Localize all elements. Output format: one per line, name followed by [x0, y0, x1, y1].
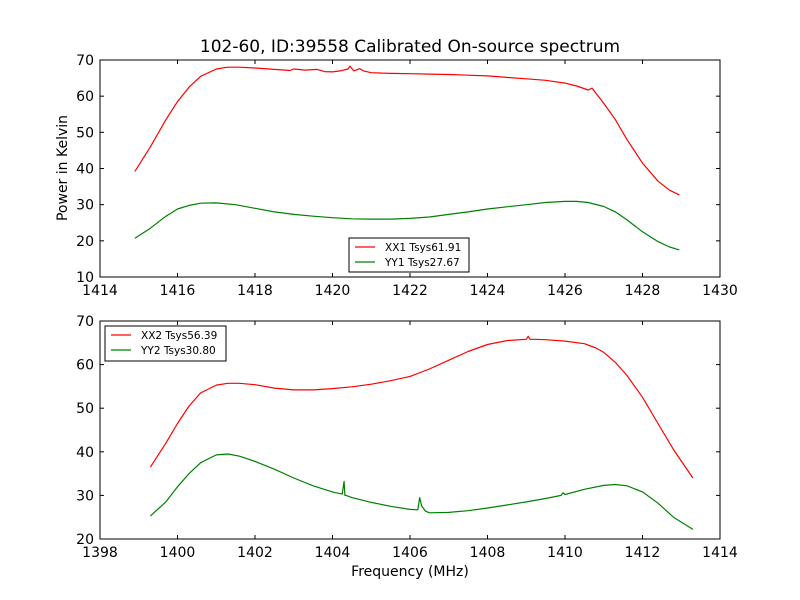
y-tick-label: 60 — [76, 358, 94, 374]
bottom-series-layer — [149, 335, 694, 530]
top-subplot: 102-60, ID:39558 Calibrated On-source sp… — [55, 37, 738, 299]
x-tick-label: 1428 — [625, 283, 661, 299]
x-axis-label: Frequency (MHz) — [351, 564, 469, 580]
series-line-0-0 — [134, 65, 680, 196]
x-tick-label: 1414 — [82, 283, 118, 299]
bottom-ticks-layer: 1398 1400 1402 1404 1406 1408 1410 1412 1414 20 30… — [76, 314, 738, 561]
bottom-subplot: Frequency (MHz) 1398 1400 1402 1404 1406 1408… — [76, 314, 738, 580]
x-tick-label: 1422 — [392, 283, 428, 299]
legend-label: XX2 Tsys56.39 — [141, 330, 217, 342]
legend-label: XX1 Tsys61.91 — [385, 242, 461, 254]
chart-title: 102-60, ID:39558 Calibrated On-source sp… — [200, 37, 620, 57]
legend-label: YY2 Tsys30.80 — [140, 345, 216, 357]
y-tick-label: 10 — [76, 270, 94, 286]
top-plot-frame — [99, 59, 721, 278]
bottom-legend: XX2 Tsys56.39 YY2 Tsys30.80 — [104, 325, 227, 362]
x-tick-label: 1400 — [160, 545, 196, 561]
x-tick-label: 1402 — [237, 545, 273, 561]
y-tick-label: 40 — [76, 162, 94, 178]
y-tick-label: 30 — [76, 488, 94, 504]
y-tick-label: 30 — [76, 198, 94, 214]
x-tick-label: 1420 — [315, 283, 351, 299]
x-tick-label: 1410 — [547, 545, 583, 561]
x-tick-label: 1430 — [702, 283, 738, 299]
top-series-layer — [134, 65, 680, 251]
x-tick-label: 1424 — [470, 283, 506, 299]
top-ticks-layer: 1414 1416 1418 1420 1422 1424 1426 1428 1430 10 20… — [76, 53, 738, 299]
y-tick-label: 70 — [76, 314, 94, 330]
y-tick-label: 20 — [76, 532, 94, 548]
legend-box — [104, 325, 227, 362]
legend-label: YY1 Tsys27.67 — [384, 257, 460, 269]
y-tick-label: 70 — [76, 53, 94, 69]
y-tick-label: 50 — [76, 401, 94, 417]
x-tick-label: 1406 — [392, 545, 428, 561]
y-tick-label: 20 — [76, 234, 94, 250]
x-tick-label: 1414 — [702, 545, 738, 561]
bottom-plot-frame — [99, 320, 721, 540]
series-line-0-1 — [134, 200, 680, 251]
top-legend: XX1 Tsys61.91 YY1 Tsys27.67 — [348, 237, 470, 273]
x-tick-label: 1412 — [625, 545, 661, 561]
x-tick-label: 1408 — [470, 545, 506, 561]
series-line-1-1 — [149, 453, 694, 530]
y-axis-label: Power in Kelvin — [55, 115, 71, 221]
y-tick-label: 40 — [76, 445, 94, 461]
x-tick-label: 1398 — [82, 545, 118, 561]
x-tick-label: 1418 — [237, 283, 273, 299]
x-tick-label: 1416 — [160, 283, 196, 299]
series-line-1-0 — [149, 335, 694, 479]
legend-box — [348, 237, 470, 273]
y-tick-label: 60 — [76, 89, 94, 105]
x-tick-label: 1426 — [547, 283, 583, 299]
x-tick-label: 1404 — [315, 545, 351, 561]
y-tick-label: 50 — [76, 125, 94, 141]
